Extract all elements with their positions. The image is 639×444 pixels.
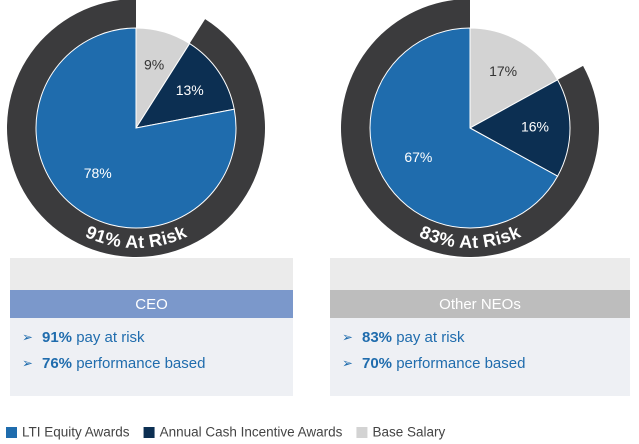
slice-label: 16% <box>521 119 549 135</box>
bullet-text: 70% performance based <box>362 355 525 372</box>
slice-label: 9% <box>144 56 164 72</box>
legend-label: Annual Cash Incentive Awards <box>160 425 343 440</box>
pie-slice <box>468 79 571 177</box>
bullet-text: 83% pay at risk <box>362 329 465 346</box>
bullet-rest: performance based <box>76 355 205 372</box>
bullet-bold: 83% <box>362 329 392 346</box>
pie-slice <box>369 27 559 229</box>
legend-swatch <box>6 427 17 438</box>
pie-slice <box>134 42 235 129</box>
panel-background <box>10 258 293 290</box>
bullet-background <box>330 318 630 396</box>
bullet-rest: pay at risk <box>76 329 145 346</box>
legend-label: Base Salary <box>372 425 445 440</box>
bullet-background <box>10 318 293 396</box>
bullet-bold: 76% <box>42 355 72 372</box>
title-band <box>330 290 630 318</box>
panel-background <box>330 258 630 290</box>
slice-label: 17% <box>489 63 517 79</box>
slice-label: 67% <box>404 149 432 165</box>
bullet-arrow: ➢ <box>342 355 353 370</box>
bullet-text: 91% pay at risk <box>42 329 145 346</box>
pie-slice <box>35 27 237 229</box>
pie-slice <box>469 27 559 129</box>
legend-label: LTI Equity Awards <box>22 425 130 440</box>
bullet-arrow: ➢ <box>342 329 353 344</box>
bullet-arrow: ➢ <box>22 329 33 344</box>
slice-label: 13% <box>176 82 204 98</box>
bullet-bold: 70% <box>362 355 392 372</box>
bullet-text: 76% performance based <box>42 355 205 372</box>
legend-swatch <box>143 427 155 438</box>
bullet-rest: performance based <box>396 355 525 372</box>
panel-title: CEO <box>135 296 168 313</box>
bullet-bold: 91% <box>42 329 72 346</box>
legend-swatch <box>356 427 368 438</box>
bullet-rest: pay at risk <box>396 329 465 346</box>
panel-title: Other NEOs <box>439 296 521 313</box>
slice-label: 78% <box>84 165 112 181</box>
title-band <box>10 290 293 318</box>
bullet-arrow: ➢ <box>22 355 33 370</box>
